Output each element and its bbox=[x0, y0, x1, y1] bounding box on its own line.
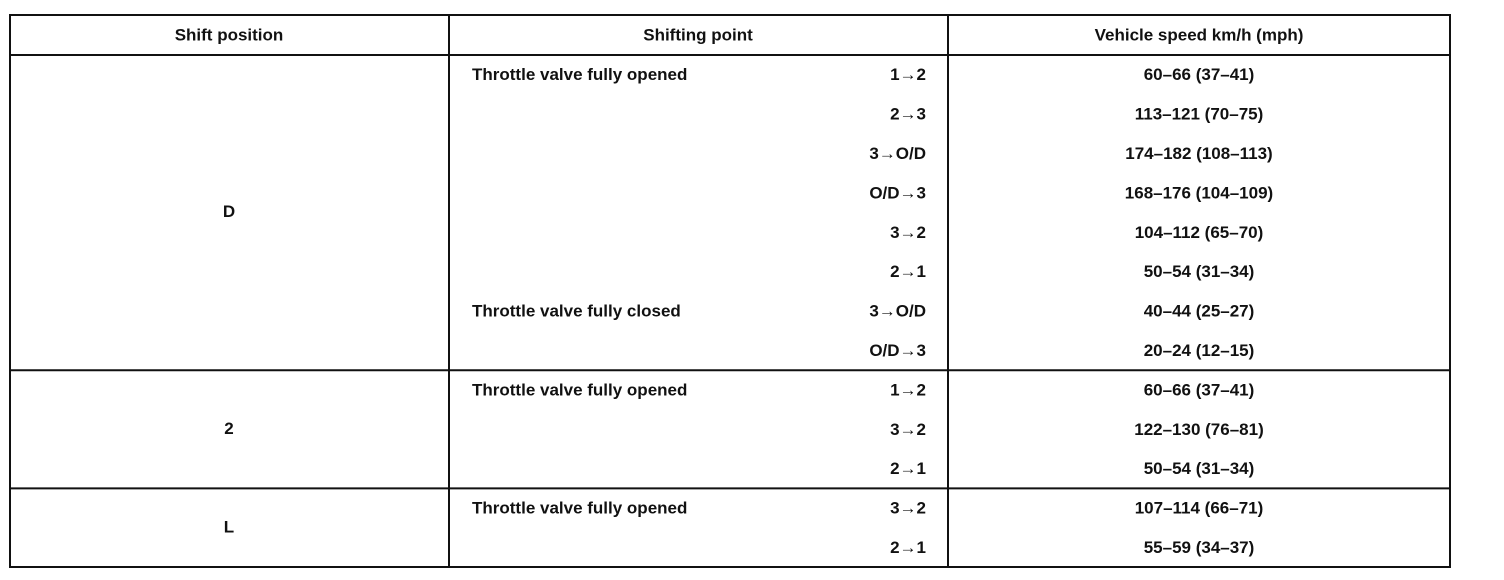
header-cell: Shift position bbox=[175, 25, 284, 44]
condition: Throttle valve fully opened bbox=[472, 380, 687, 399]
shift-position: 2 bbox=[224, 419, 233, 438]
shift: 3→2 bbox=[890, 499, 926, 518]
shift: 2→1 bbox=[890, 538, 926, 557]
shift: 2→3 bbox=[890, 105, 926, 124]
shift: 1→2 bbox=[890, 65, 926, 84]
speed: 174–182 (108–113) bbox=[1125, 144, 1272, 163]
shift: 1→2 bbox=[890, 380, 926, 399]
header-cell: Vehicle speed km/h (mph) bbox=[1095, 25, 1304, 44]
shift: 3→O/D bbox=[869, 144, 926, 163]
speed: 20–24 (12–15) bbox=[1144, 341, 1255, 360]
speed: 107–114 (66–71) bbox=[1135, 499, 1264, 518]
shift: 3→2 bbox=[890, 223, 926, 242]
speed: 113–121 (70–75) bbox=[1135, 105, 1264, 124]
speed: 104–112 (65–70) bbox=[1135, 223, 1264, 242]
shift: 3→O/D bbox=[869, 302, 926, 321]
speed: 50–54 (31–34) bbox=[1144, 262, 1255, 281]
speed: 122–130 (76–81) bbox=[1134, 420, 1264, 439]
shift: O/D→3 bbox=[869, 341, 926, 360]
condition: Throttle valve fully opened bbox=[472, 499, 687, 518]
shift: 2→1 bbox=[890, 459, 926, 478]
condition: Throttle valve fully opened bbox=[472, 65, 687, 84]
shift: 3→2 bbox=[890, 420, 926, 439]
speed: 60–66 (37–41) bbox=[1144, 65, 1255, 84]
speed: 168–176 (104–109) bbox=[1125, 183, 1273, 202]
speed: 60–66 (37–41) bbox=[1144, 380, 1255, 399]
speed: 40–44 (25–27) bbox=[1144, 302, 1255, 321]
speed: 55–59 (34–37) bbox=[1144, 538, 1255, 557]
table-frame bbox=[9, 14, 1451, 568]
shift-position: L bbox=[224, 517, 234, 536]
shift: 2→1 bbox=[890, 262, 926, 281]
speed: 50–54 (31–34) bbox=[1144, 459, 1255, 478]
shift: O/D→3 bbox=[869, 183, 926, 202]
header-cell: Shifting point bbox=[643, 25, 753, 44]
shift-position: D bbox=[223, 202, 235, 221]
condition: Throttle valve fully closed bbox=[472, 302, 681, 321]
